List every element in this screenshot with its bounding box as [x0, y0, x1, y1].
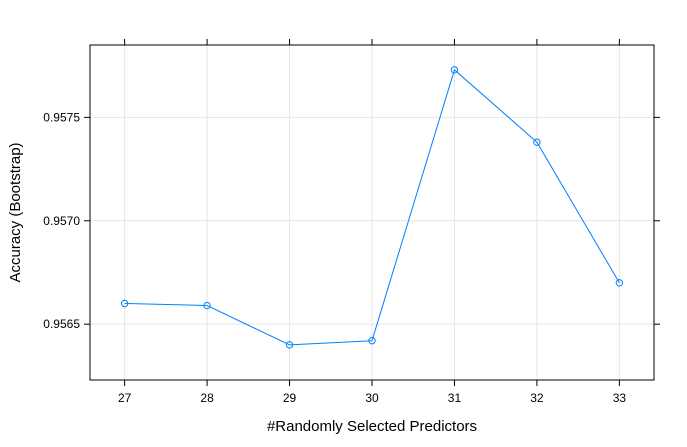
x-tick-label: 30 [365, 391, 379, 405]
x-tick-label: 27 [118, 391, 132, 405]
data-point [285, 341, 294, 349]
data-point [120, 299, 129, 308]
plot-frame [89, 44, 655, 381]
data-point [368, 337, 376, 345]
y-tick-label: 0.9565 [43, 317, 80, 331]
series-line [124, 68, 620, 346]
data-point [533, 138, 541, 146]
x-tick-label: 32 [530, 391, 544, 405]
data-point [450, 66, 459, 74]
series-layer [120, 66, 624, 349]
x-tick-labels: 27 28 29 30 31 32 33 [118, 391, 626, 405]
axis-ticks [84, 39, 660, 386]
y-tick-label: 0.9570 [43, 214, 80, 228]
grid [90, 45, 654, 380]
x-axis-label: #Randomly Selected Predictors [267, 418, 477, 435]
x-tick-label: 29 [283, 391, 297, 405]
y-tick-label: 0.9575 [43, 110, 80, 124]
x-tick-label: 31 [448, 391, 462, 405]
data-point [203, 301, 211, 310]
x-tick-label: 28 [200, 391, 214, 405]
x-tick-label: 33 [613, 391, 627, 405]
y-tick-labels: 0.9565 0.9570 0.9575 [43, 110, 80, 331]
y-axis-label: Accuracy (Bootstrap) [7, 142, 24, 282]
data-point [615, 279, 624, 287]
